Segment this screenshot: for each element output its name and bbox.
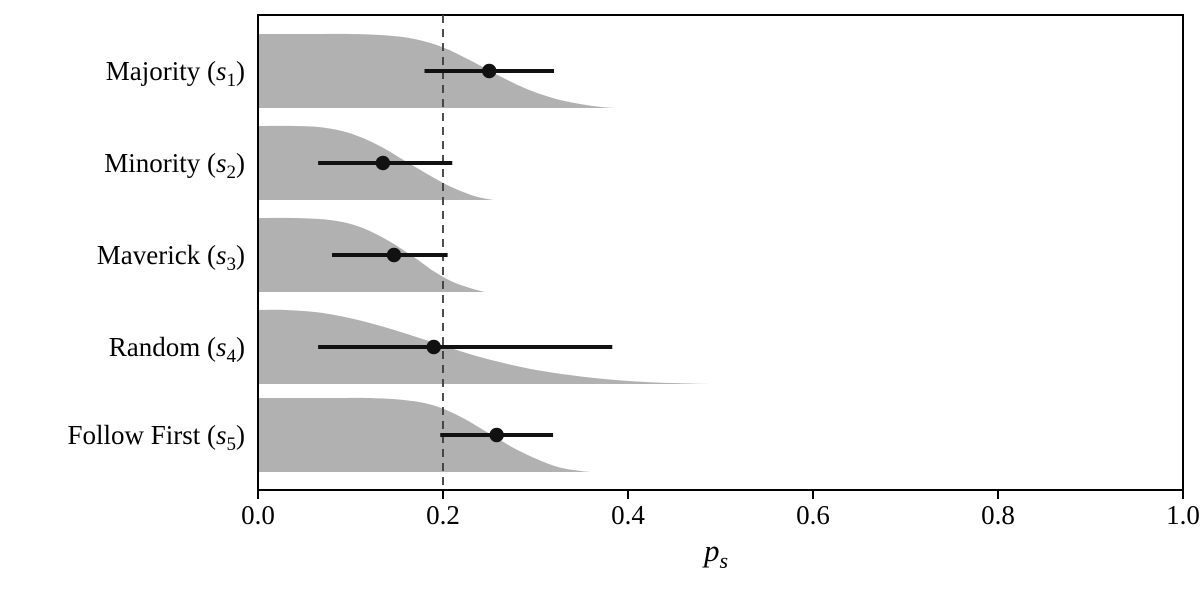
plot-frame bbox=[257, 14, 1184, 491]
y-axis-label: Random (s4) bbox=[109, 332, 245, 367]
density-curve bbox=[258, 309, 712, 384]
y-axis-label: Follow First (s5) bbox=[67, 420, 245, 455]
point-estimate bbox=[489, 427, 504, 443]
point-estimate bbox=[375, 155, 391, 171]
x-axis-tick-label: 0.2 bbox=[426, 500, 460, 530]
point-estimate bbox=[482, 63, 497, 79]
x-axis-title: ps bbox=[702, 533, 728, 573]
density-curve bbox=[258, 397, 591, 472]
point-estimate bbox=[386, 247, 402, 263]
point-estimate bbox=[426, 339, 441, 355]
x-axis-tick-label: 0.6 bbox=[796, 500, 830, 530]
x-axis-tick-label: 1.0 bbox=[1166, 500, 1200, 530]
x-axis-tick-label: 0.4 bbox=[611, 500, 645, 530]
y-axis-label: Majority (s1) bbox=[106, 56, 245, 91]
x-axis-tick-label: 0.0 bbox=[241, 500, 275, 530]
y-axis-label: Minority (s2) bbox=[104, 148, 245, 183]
y-axis-label: Maverick (s3) bbox=[97, 240, 245, 275]
x-axis-tick-label: 0.8 bbox=[981, 500, 1015, 530]
